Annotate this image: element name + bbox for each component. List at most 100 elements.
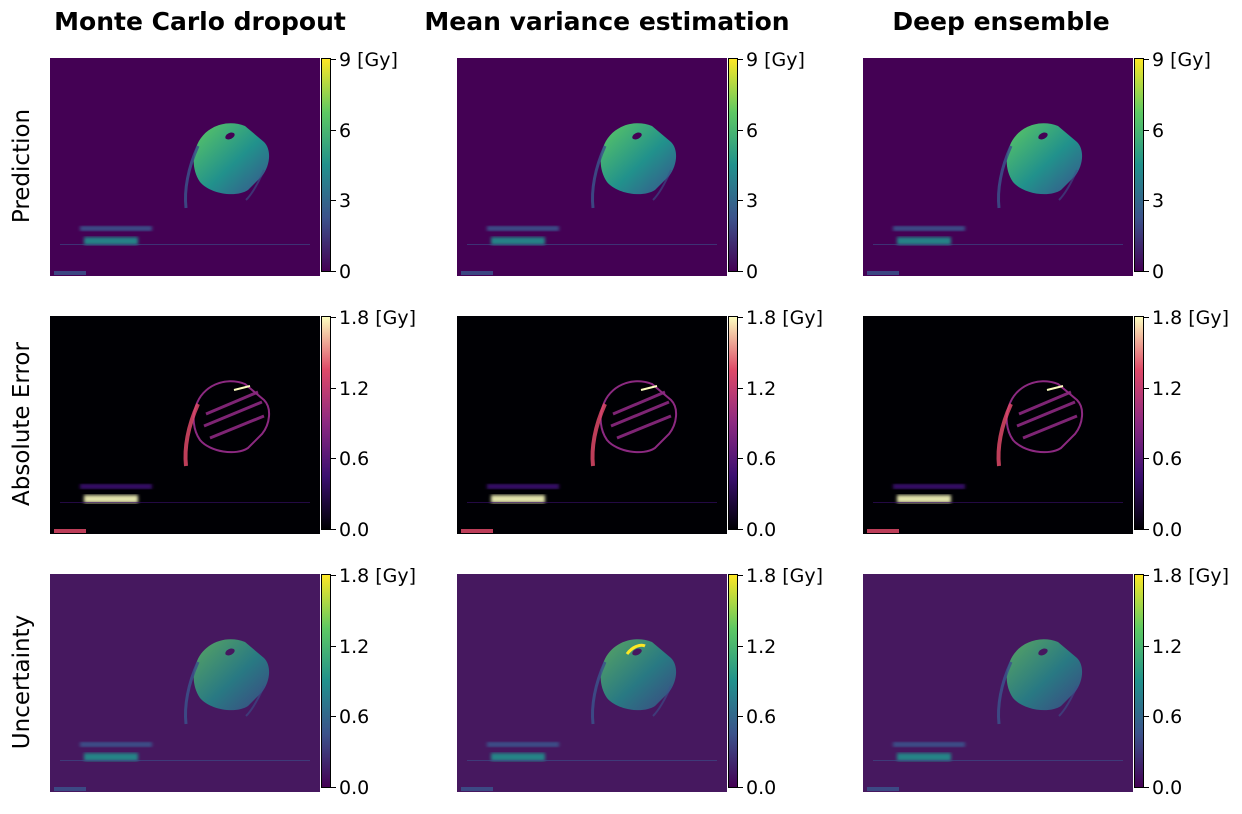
colorbar-tick-label: 3 (1152, 190, 1165, 213)
dose-hole (225, 390, 235, 398)
corner-stripe (461, 529, 493, 533)
error-hotspot (640, 385, 658, 391)
colorbar-tick-label: 1.2 (1152, 635, 1183, 658)
lower-stripe (893, 742, 965, 747)
dose-region (600, 639, 677, 711)
colorbar-gradient (321, 316, 331, 530)
colorbar-gradient (1134, 316, 1144, 530)
beam-edge-right (652, 685, 672, 717)
column-title-mc-dropout: Monte Carlo dropout (54, 7, 346, 36)
lower-stripe-bright (897, 237, 951, 245)
beam-edge (184, 661, 200, 725)
colorbar-tick-label: 1.8 [Gy] (339, 565, 417, 587)
colorbar-tick-label: 0.0 (339, 519, 370, 541)
colorbar-tick-label: 3 (339, 190, 352, 213)
corner-stripe (867, 787, 899, 791)
lower-stripe-bright (84, 495, 138, 503)
lower-stripe-bright (84, 753, 138, 761)
baseline-line (467, 244, 717, 245)
beam-edge (183, 403, 200, 467)
colorbar-tick-label: 1.8 [Gy] (339, 307, 417, 329)
colorbar-tick-label: 1.2 (339, 377, 370, 400)
beam-edge-right (1058, 169, 1078, 201)
heatmap-panel-r0-c0 (50, 58, 320, 276)
dose-region (1006, 123, 1083, 195)
colorbar-tick-label: 0.6 (746, 448, 777, 471)
colorbar-tick-label: 0 (746, 261, 759, 283)
error-streak (209, 414, 265, 440)
heatmap-panel-r2-c2 (863, 574, 1133, 792)
colorbar-tick-label: 1.8 [Gy] (746, 307, 824, 329)
lower-stripe-bright (491, 495, 545, 503)
beam-edge (997, 661, 1013, 725)
colorbar-tick-label: 1.8 [Gy] (746, 565, 824, 587)
colorbar-tick-label: 0 (1152, 261, 1165, 283)
dose-hole (225, 648, 235, 656)
beam-edge-right (245, 685, 265, 717)
error-streak (610, 400, 670, 428)
colorbar-tick-label: 0.0 (1152, 519, 1183, 541)
dose-region (1006, 639, 1083, 711)
colorbar-tick-label: 1.2 (339, 635, 370, 658)
lower-stripe-bright (491, 753, 545, 761)
lower-stripe-bright (491, 237, 545, 245)
colorbar-tick-label: 6 (339, 119, 352, 142)
error-streak (203, 400, 263, 428)
beam-edge (997, 145, 1013, 209)
colorbar-tick-label: 6 (1152, 119, 1165, 142)
colorbar-tick-label: 9 [Gy] (339, 49, 398, 71)
corner-stripe (867, 271, 899, 275)
colorbar-tick-label: 0.0 (339, 777, 370, 799)
colorbar-gradient (1134, 574, 1144, 788)
beam-edge-right (245, 169, 265, 201)
error-hotspot (233, 385, 251, 391)
colorbar-tick-label: 6 (746, 119, 759, 142)
lower-stripe (80, 742, 152, 747)
colorbar-tick-label: 0 (339, 261, 352, 283)
error-streak (1018, 390, 1072, 416)
baseline-line (60, 760, 310, 761)
heatmap-panel-r2-c1 (457, 574, 727, 792)
colorbar-tick-label: 0.6 (339, 448, 370, 471)
corner-stripe (461, 271, 493, 275)
corner-stripe (54, 787, 86, 791)
baseline-line (60, 502, 310, 503)
heatmap-panel-r1-c0 (50, 316, 320, 534)
baseline-line (467, 502, 717, 503)
colorbar-tick-label: 0.6 (339, 706, 370, 729)
colorbar-tick-label: 0.6 (1152, 448, 1183, 471)
dose-hole (632, 390, 642, 398)
corner-stripe (461, 787, 493, 791)
colorbar-gradient (321, 574, 331, 788)
dose-hole (632, 648, 642, 656)
colorbar-tick-label: 1.2 (1152, 377, 1183, 400)
beam-edge-right (1058, 685, 1078, 717)
error-streak (1016, 400, 1076, 428)
colorbar-tick-label: 0.0 (1152, 777, 1183, 799)
dose-hole (1038, 648, 1048, 656)
colorbar-tick-label: 1.2 (746, 377, 777, 400)
dose-region (1005, 380, 1083, 454)
heatmap-panel-r0-c1 (457, 58, 727, 276)
lower-stripe-bright (84, 237, 138, 245)
colorbar-tick-label: 1.2 (746, 635, 777, 658)
error-streak (205, 390, 259, 416)
column-title-mean-variance: Mean variance estimation (424, 7, 790, 36)
dose-region (192, 380, 270, 454)
dose-hole (225, 132, 235, 140)
lower-stripe (487, 226, 559, 231)
lower-stripe (487, 742, 559, 747)
beam-edge (591, 661, 607, 725)
lower-stripe (893, 226, 965, 231)
lower-stripe (80, 484, 152, 489)
colorbar-tick-label: 9 [Gy] (1152, 49, 1211, 71)
colorbar-tick-label: 3 (746, 190, 759, 213)
colorbar-tick-label: 0.0 (746, 519, 777, 541)
beam-edge-right (652, 169, 672, 201)
error-streak (612, 390, 666, 416)
colorbar-tick-label: 0.6 (746, 706, 777, 729)
lower-stripe (80, 226, 152, 231)
colorbar-gradient (1134, 58, 1144, 272)
dose-region (599, 380, 677, 454)
colorbar-gradient (321, 58, 331, 272)
